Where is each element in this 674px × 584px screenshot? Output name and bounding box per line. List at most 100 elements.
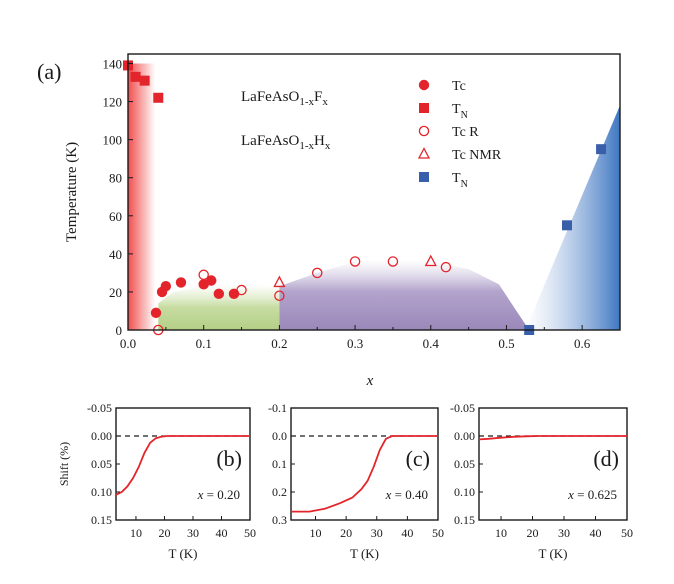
- legend-text: Tc R: [452, 125, 479, 140]
- x-axis-label: x: [366, 373, 374, 389]
- y-tick-label-2: 0.1: [272, 457, 287, 471]
- x-tick-label-4: 0.4: [423, 336, 440, 351]
- data-point-0-0: [150, 307, 162, 319]
- x-tick-label-3: 40: [590, 526, 602, 540]
- y-tick-label-3: 60: [109, 209, 122, 224]
- y-tick-label-3: 0.10: [454, 485, 475, 499]
- y-axis-label: Shift (%): [57, 442, 71, 486]
- data-point-2-1: [198, 269, 209, 281]
- y-tick-label-4: 80: [109, 171, 122, 186]
- shift-panel-c: 10 20 30 40 50 -0.1 0.0 0.1 0.2 0.3 (c) x = 0.40 T (…: [268, 401, 444, 561]
- data-point-3-0: [273, 275, 286, 288]
- composition-value: = 0.20: [203, 487, 240, 502]
- legend-label-1: TN: [452, 102, 468, 121]
- composition-variable: x: [197, 487, 204, 502]
- legend-marker-4: [419, 172, 429, 182]
- phase-region-3: [525, 105, 620, 331]
- data-point-2-4: [311, 267, 323, 279]
- phase-region-1: [158, 284, 280, 330]
- x-tick-label-2: 30: [371, 526, 383, 540]
- data-point-0-2: [160, 281, 172, 292]
- x-tick-label-2: 0.2: [271, 336, 287, 351]
- y-tick-label-2: 40: [109, 247, 122, 262]
- panel-label: (c): [406, 446, 430, 471]
- shift-panel-d: 10 20 30 40 50 -0.05 0.00 0.05 0.10 0.15 (d) x = 0.…: [450, 401, 633, 561]
- composition-annotation: x = 0.20: [197, 487, 240, 502]
- x-tick-label-3: 40: [401, 526, 413, 540]
- tick-marks: 0.0 0.1 0.2 0.3 0.4 0.5 0.6 0 20 40 60 80 100 120 140: [103, 57, 621, 351]
- y-tick-label-2: 0.05: [454, 457, 475, 471]
- data-points: [123, 60, 607, 336]
- compound-label-hydrogen: LaFeAsO1-xHx: [241, 133, 331, 152]
- legend-label-4: TN: [452, 171, 468, 190]
- data-point-1-1: [130, 71, 141, 82]
- composition-value: = 0.40: [391, 487, 428, 502]
- y-tick-label-0: -0.05: [87, 401, 112, 415]
- phase-regions: [128, 63, 620, 331]
- x-tick-label-2: 30: [187, 526, 199, 540]
- data-point-2-3: [274, 290, 285, 301]
- legend-subscript: N: [461, 179, 468, 190]
- y-tick-label-4: 0.3: [272, 513, 287, 527]
- panel-label: (d): [593, 446, 619, 471]
- x-tick-label-1: 20: [340, 526, 352, 540]
- shift-curve: [291, 435, 438, 513]
- legend-label-0: Tc: [452, 79, 466, 94]
- phase-region-2: [279, 259, 530, 330]
- y-tick-label-3: 0.2: [272, 485, 287, 499]
- shift-panel-b: 10 20 30 40 50 -0.05 0.00 0.05 0.10 0.15 (b) x = 0.…: [57, 401, 256, 561]
- legend-marker-0: [418, 79, 430, 91]
- y-tick-label-3: 0.10: [91, 485, 112, 499]
- shift-curve: [478, 435, 627, 441]
- plot-frame: [127, 53, 621, 331]
- legend-marker-3: [417, 147, 431, 159]
- legend-text: T: [452, 171, 461, 186]
- x-tick-label-1: 20: [158, 526, 170, 540]
- x-tick-label-1: 20: [527, 526, 539, 540]
- y-tick-label-1: 0.0: [272, 429, 287, 443]
- legend-marker-1: [419, 103, 429, 113]
- legend-text: Tc NMR: [452, 148, 502, 163]
- data-point-4-1: [562, 220, 573, 231]
- x-tick-label-4: 50: [432, 526, 444, 540]
- data-point-3-1: [424, 254, 437, 267]
- data-point-1-2: [139, 75, 150, 86]
- legend-text: Tc: [452, 79, 466, 94]
- data-point-0-3: [175, 277, 187, 288]
- x-tick-label-0: 10: [495, 526, 507, 540]
- data-point-2-2: [236, 284, 247, 296]
- x-tick-label-6: 0.6: [574, 336, 591, 351]
- data-point-2-5: [349, 256, 361, 267]
- x-axis-label: T (K): [168, 546, 197, 561]
- y-tick-label-6: 120: [103, 95, 123, 110]
- composition-annotation: x = 0.40: [385, 487, 428, 502]
- data-point-1-3: [153, 92, 164, 103]
- legend-marker-2: [418, 125, 430, 137]
- legend-text: T: [452, 102, 461, 117]
- y-tick-label-1: 0.00: [91, 429, 112, 443]
- y-tick-label-1: 20: [109, 285, 122, 300]
- x-tick-label-5: 0.5: [498, 336, 514, 351]
- y-tick-label-5: 100: [103, 133, 123, 148]
- y-tick-label-2: 0.05: [91, 457, 112, 471]
- y-axis-label: Temperature (K): [64, 142, 80, 242]
- x-tick-label-0: 0.0: [120, 336, 136, 351]
- y-tick-label-1: 0.00: [454, 429, 475, 443]
- panel-a-label: (a): [37, 59, 61, 84]
- y-tick-label-0: -0.1: [268, 401, 287, 415]
- data-point-4-2: [596, 144, 607, 155]
- x-tick-label-0: 10: [310, 526, 322, 540]
- phase-region-0: [128, 63, 156, 330]
- composition-value: = 0.625: [574, 487, 617, 502]
- y-tick-label-0: -0.05: [450, 401, 475, 415]
- phase-diagram-panel: (a) 0.0 0.1 0.2 0.3 0.4 0.5 0.6 0 20 40 60 80 100 120…: [37, 53, 621, 389]
- y-tick-label-4: 0.15: [454, 513, 475, 527]
- legend-label-3: Tc NMR: [452, 148, 502, 163]
- y-tick-label-7: 140: [103, 57, 123, 72]
- x-tick-label-0: 10: [130, 526, 142, 540]
- axes: [127, 53, 621, 331]
- x-axis-label: T (K): [350, 546, 379, 561]
- x-tick-label-4: 50: [621, 526, 633, 540]
